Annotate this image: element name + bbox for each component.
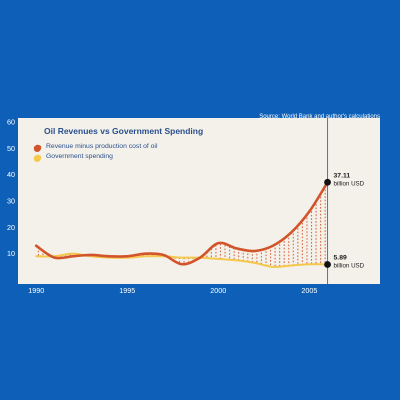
y-tick-label: 30 [7,197,15,206]
annotation-unit: billion USD [334,262,365,269]
annotation-value: 37.11 [334,172,351,179]
end-point-marker [324,178,331,186]
x-tick-label: 1990 [28,286,44,295]
x-tick-label: 2000 [210,286,226,295]
x-tick-label: 2005 [301,286,317,295]
y-tick-label: 50 [7,144,15,153]
chart-title: Oil Revenues vs Government Spending [44,126,203,136]
chart-source: Source: World Bank and author's calculat… [259,114,380,120]
series-lines [34,180,329,268]
y-tick-label: 10 [7,249,15,258]
y-tick-label: 40 [7,170,15,179]
legend-swatch-spending [33,154,42,162]
x-axis: 1990 1995 2000 2005 [28,286,317,295]
legend-swatch-revenue [33,144,42,152]
y-tick-label: 60 [7,118,15,127]
legend: Revenue minus production cost of oil Gov… [33,143,158,162]
y-axis: 10 20 30 40 50 60 [7,118,15,259]
y-tick-label: 20 [7,223,15,232]
x-tick-label: 1995 [119,286,135,295]
legend-label-spending: Government spending [46,153,113,160]
annotation-value: 5.89 [334,254,347,261]
annotation-unit: billion USD [334,180,365,187]
series-line-revenue [34,180,329,266]
end-point-marker [324,261,331,268]
legend-label-revenue: Revenue minus production cost of oil [46,143,158,150]
